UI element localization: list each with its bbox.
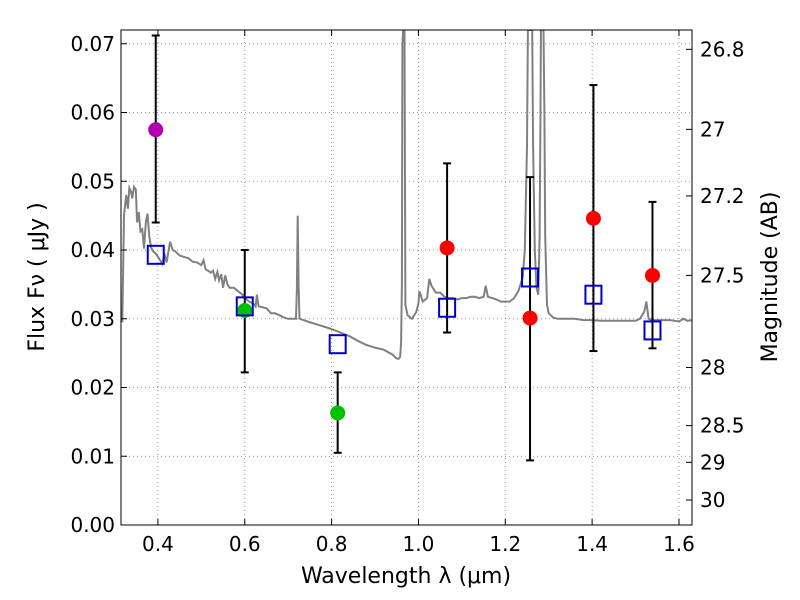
magnitude-tick-label: 26.8 bbox=[700, 37, 745, 61]
magnitude-tick-label: 29 bbox=[700, 450, 725, 474]
model-point-box bbox=[584, 284, 603, 305]
magnitude-tick-label: 27 bbox=[700, 117, 725, 141]
y-tick-label: 0.01 bbox=[70, 444, 115, 468]
plot-frame bbox=[120, 29, 693, 526]
x-tick-label: 1.0 bbox=[403, 532, 435, 556]
magnitude-tick-label: 28.5 bbox=[700, 414, 745, 438]
x-axis-ticks: 0.4 0.6 0.8 1.0 1.2 1.4 1.6 bbox=[142, 30, 695, 556]
model-point-box bbox=[235, 296, 254, 317]
observed-point bbox=[237, 303, 253, 318]
magnitude-tick-label: 28 bbox=[700, 355, 725, 379]
y-tick-label: 0.00 bbox=[70, 513, 115, 537]
y-tick-label: 0.07 bbox=[70, 32, 115, 56]
observed-point bbox=[439, 240, 455, 256]
x-tick-label: 1.2 bbox=[489, 532, 521, 556]
observed-point bbox=[585, 210, 601, 226]
observed-point bbox=[148, 122, 164, 138]
observed-point bbox=[644, 267, 660, 283]
y-tick-label: 0.02 bbox=[70, 376, 115, 400]
y-axis-ticks: 0.00 0.01 0.02 0.03 0.04 0.05 0.06 0.07 bbox=[70, 32, 127, 537]
y-tick-label: 0.03 bbox=[70, 307, 115, 331]
x-tick-label: 1.6 bbox=[663, 532, 695, 556]
model-point-box bbox=[521, 267, 540, 288]
model-point-box bbox=[643, 320, 662, 341]
model-point-box bbox=[328, 334, 347, 355]
model-boxes-group bbox=[146, 244, 662, 355]
grid-lines bbox=[121, 30, 692, 526]
magnitude-tick-label: 30 bbox=[700, 488, 725, 512]
x-tick-label: 0.4 bbox=[142, 532, 174, 556]
magnitude-tick-label: 27.2 bbox=[700, 184, 745, 208]
observed-points-group bbox=[148, 122, 660, 421]
x-tick-label: 0.6 bbox=[229, 532, 261, 556]
y-axis-label: Flux Fν ( μJy ) bbox=[25, 202, 50, 351]
template-spectrum-line bbox=[121, 30, 692, 360]
magnitude-tick-label: 27.5 bbox=[700, 263, 745, 287]
model-point-box bbox=[146, 244, 165, 265]
observed-point bbox=[522, 310, 538, 326]
template-spectrum-group bbox=[121, 30, 692, 360]
y-tick-label: 0.05 bbox=[70, 169, 115, 193]
observed-point bbox=[330, 405, 346, 421]
magnitude-axis-label: Magnitude (AB) bbox=[758, 192, 783, 363]
y-tick-label: 0.06 bbox=[70, 101, 115, 125]
x-tick-label: 0.8 bbox=[316, 532, 348, 556]
model-point-box bbox=[438, 297, 457, 318]
y-tick-label: 0.04 bbox=[70, 238, 115, 262]
magnitude-axis-ticks: 26.8 27 27.2 27.5 28 28.5 29 30 bbox=[686, 37, 745, 512]
x-axis-label: Wavelength λ (μm) bbox=[301, 564, 511, 589]
x-tick-label: 1.4 bbox=[576, 532, 608, 556]
